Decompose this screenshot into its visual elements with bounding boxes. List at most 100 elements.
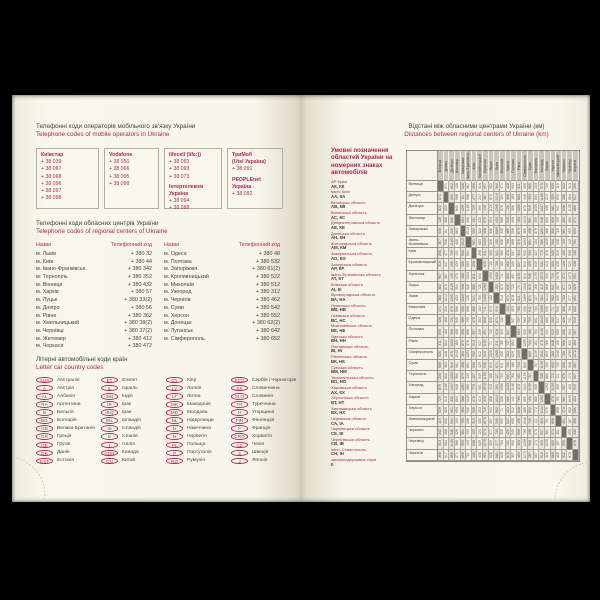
legend-plate-codes: ВЕ, НЕ <box>331 327 346 333</box>
distance-cell: 541 <box>471 292 478 305</box>
distance-cell: 680 <box>505 393 512 405</box>
distance-cell: 435 <box>477 415 483 428</box>
distance-value: 489 <box>460 317 465 324</box>
phone-table-row: м. Суми + 380 542 <box>164 305 280 313</box>
distance-cell: 722 <box>511 281 517 293</box>
distance-cell: 552 <box>460 248 467 260</box>
distance-value: 878 <box>494 328 499 335</box>
car-code-item: IL Ізраїль <box>101 384 166 392</box>
distance-value: 386 <box>567 216 572 223</box>
distance-value: 183 <box>443 328 448 335</box>
distance-value: 615 <box>573 317 578 324</box>
distance-value: 152 <box>494 283 499 290</box>
distance-value: 678 <box>573 440 578 447</box>
distance-cell: 288 <box>544 225 551 237</box>
city-phone-code: + 380 522 <box>255 274 280 281</box>
distance-value: 335 <box>449 395 454 402</box>
distance-value: 413 <box>477 395 482 402</box>
distance-value: 648 <box>539 216 544 223</box>
distance-cell: 590 <box>499 415 506 428</box>
distance-row-label: Донецьк <box>407 203 438 215</box>
distance-value: 545 <box>483 362 488 369</box>
distance-cell: 253 <box>477 404 483 416</box>
operator-box: Vodafone + 38 050 + 38 066 + 38 095 + 38 099 <box>104 148 159 209</box>
distance-cell: 871 <box>494 360 500 372</box>
distance-cell: 617 <box>443 449 450 461</box>
distance-column-header-label: Одеса <box>505 160 510 171</box>
distance-value: 245 <box>511 429 516 436</box>
distance-cell: 1043 <box>522 214 528 226</box>
phone-table-header: Назва Телефонний код <box>36 242 152 251</box>
distance-cell: 656 <box>550 214 557 226</box>
distance-column-header: Ужгород <box>539 151 545 181</box>
distance-value: 567 <box>573 373 578 380</box>
distance-value: 525 <box>573 283 578 290</box>
distance-value: 815 <box>528 283 533 290</box>
car-code-item: S Швеція <box>231 449 305 457</box>
distance-cell: 848 <box>516 404 523 416</box>
distance-cell: 1039 <box>466 393 472 405</box>
distance-value: 166 <box>533 283 538 290</box>
legend-plate-codes: АС, КС <box>331 214 346 220</box>
legend-region-name: Київська область <box>331 282 363 288</box>
distance-cell: 81 <box>443 225 450 237</box>
distance-value: 454 <box>517 451 522 458</box>
distance-cell: 655 <box>567 427 573 439</box>
distance-cell: 733 <box>494 427 500 439</box>
distance-table-row: Львів 360 1014 1265 433 1089 135 541 759 1400 152 9… <box>407 292 579 305</box>
distance-cell: 547 <box>505 415 512 428</box>
distance-value: 959 <box>567 227 572 234</box>
distance-cell: 1056 <box>516 203 523 215</box>
distance-value: 131 <box>472 216 477 223</box>
distance-value: 1043 <box>455 350 460 358</box>
distance-cell: 1369 <box>522 292 528 305</box>
distance-value: 1076 <box>556 271 561 280</box>
distance-row-label: Київ <box>407 248 438 260</box>
distance-value: 1262 <box>539 394 544 403</box>
distance-cell: 430 <box>522 304 528 316</box>
car-code-oval: LT <box>166 392 183 400</box>
distance-cell: 567 <box>573 371 579 383</box>
car-code-oval: TR <box>231 401 248 408</box>
distance-value: 1400 <box>483 294 488 302</box>
distance-cell: 386 <box>567 214 573 226</box>
distance-table-row: Чернігів 396 617 869 271 692 701 140 438 951 525 68… <box>407 449 579 461</box>
distance-value: 941 <box>556 205 561 212</box>
distance-value: 941 <box>449 418 454 424</box>
distance-value: 280 <box>539 239 544 245</box>
distance-cell: 648 <box>454 382 461 394</box>
distance-cell: 720 <box>477 281 483 293</box>
car-code-oval: I <box>101 441 118 449</box>
phone-table-row: м. Луцьк + 380 33(2) <box>36 297 152 305</box>
legend-plate-codes: АЕ, КЕ <box>331 224 345 230</box>
distance-value: 329 <box>567 283 572 290</box>
car-code-oval: SLO <box>231 392 248 400</box>
distance-cell: 361 <box>561 225 568 237</box>
distance-value: 784 <box>500 440 505 447</box>
distance-cell: 571 <box>443 181 450 193</box>
distance-value: 135 <box>466 295 471 301</box>
distance-value: 1013 <box>466 226 471 235</box>
distance-value: 468 <box>443 317 448 324</box>
legend-entry: Черкаська область СА, ІА <box>331 416 403 426</box>
distance-cell: 898 <box>466 326 472 338</box>
distance-cell: 183 <box>511 192 517 204</box>
distance-cell: 1056 <box>449 337 455 349</box>
distance-cell: 810 <box>483 348 489 360</box>
distance-cell: 128 <box>438 214 444 226</box>
car-code-item: J Японія <box>231 457 305 465</box>
distance-cell: 182 <box>499 259 506 271</box>
car-country-name: Туреччина <box>252 401 276 407</box>
distance-row-label: Тернопіль <box>407 371 438 383</box>
distance-cell: 620 <box>499 449 506 461</box>
distance-row-label: Луганськ <box>407 270 438 282</box>
distance-cell: 838 <box>499 236 506 249</box>
distance-value: 658 <box>550 418 555 424</box>
distance-value: 365 <box>460 350 465 357</box>
distance-value: 576 <box>449 306 454 313</box>
distance-value: 132 <box>505 306 510 313</box>
distance-table-row: Харків 729 213 335 604 288 1039 478 413 333 858 101… <box>407 393 579 405</box>
distance-value: 765 <box>556 227 561 234</box>
car-code-oval: SCG <box>231 376 248 384</box>
distance-cell: 435 <box>556 259 562 271</box>
